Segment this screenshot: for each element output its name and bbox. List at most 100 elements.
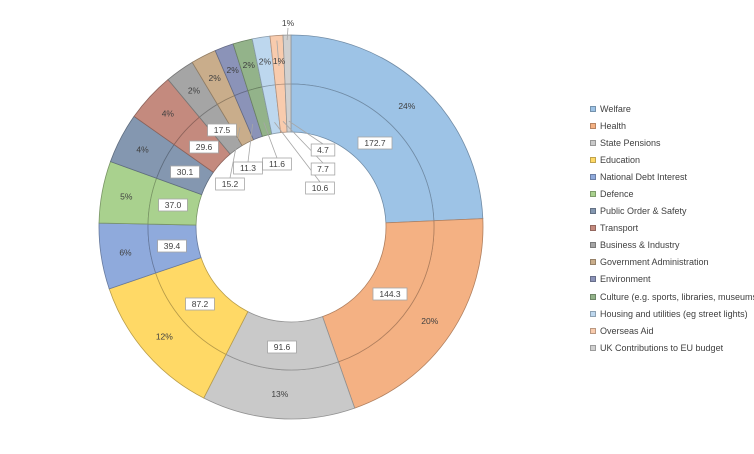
inner-label-8-box: [207, 123, 237, 137]
outer-label-1: 20%: [421, 316, 438, 326]
outer-label-8: 2%: [188, 85, 201, 95]
outer-label-13: 1%: [273, 56, 286, 66]
legend-swatch: [590, 173, 596, 180]
legend-item: Business & Industry: [590, 237, 754, 254]
legend-label: UK Contributions to EU budget: [600, 342, 724, 353]
outer-label-11: 2%: [243, 60, 256, 70]
inner-label-10: 11.3: [240, 163, 256, 173]
inner-slice-14: [284, 83, 292, 133]
legend-item: Health: [590, 117, 754, 134]
outer-label-5: 5%: [120, 191, 133, 201]
legend-swatch: [590, 139, 596, 146]
legend-swatch: [590, 122, 596, 129]
outer-label-14: 1%: [282, 18, 295, 28]
legend-item: Welfare: [590, 100, 754, 117]
legend-label: Education: [600, 154, 641, 165]
legend-swatch: [590, 344, 596, 351]
inner-label-9: 15.2: [222, 179, 239, 189]
legend-item: Government Administration: [590, 254, 754, 271]
outer-label-4: 6%: [119, 248, 132, 258]
outer-label-9: 2%: [209, 73, 222, 83]
legend-swatch: [590, 156, 596, 163]
legend-label: Transport: [600, 223, 639, 234]
inner-label-11-box: [262, 157, 292, 171]
inner-label-1: 144.3: [379, 289, 401, 299]
inner-label-3: 87.2: [192, 299, 209, 309]
inner-label-6-box: [170, 165, 200, 179]
legend-swatch: [590, 208, 596, 215]
outer-leader-14: [286, 27, 289, 41]
inner-label-0-box: [357, 136, 393, 150]
legend-item: Education: [590, 151, 754, 168]
legend-label: Business & Industry: [600, 240, 680, 251]
legend-label: State Pensions: [600, 137, 661, 148]
legend-item: State Pensions: [590, 134, 754, 151]
legend-label: Overseas Aid: [600, 325, 654, 336]
inner-label-11: 11.6: [269, 159, 285, 169]
outer-ring: [98, 34, 484, 420]
legend-label: Welfare: [600, 103, 631, 114]
inner-label-5: 37.0: [165, 200, 182, 210]
inner-ring: [147, 83, 435, 371]
legend-label: Government Administration: [600, 257, 709, 268]
legend-swatch: [590, 310, 596, 317]
outer-label-0: 24%: [398, 101, 415, 111]
inner-label-0: 172.7: [364, 138, 386, 148]
inner-label-2-box: [267, 340, 297, 354]
outer-leader-13: [276, 40, 280, 67]
inner-label-3-box: [185, 297, 215, 311]
inner-label-7-box: [189, 140, 219, 154]
inner-label-14-box: [310, 143, 336, 157]
inner-label-2: 91.6: [274, 342, 291, 352]
inner-label-12-box: [305, 181, 335, 195]
legend-swatch: [590, 225, 596, 232]
legend-item: Environment: [590, 271, 754, 288]
outer-label-2: 13%: [271, 389, 288, 399]
inner-label-4-box: [157, 239, 187, 253]
data-labels: 172.7 24% 144.3 20% 91.6 13% 87.2 12% 39.4 6% 37.0…: [119, 18, 438, 399]
inner-leader-11: [263, 122, 278, 159]
legend-item: National Debt Interest: [590, 168, 754, 185]
legend-item: Housing and utilities (eg street lights): [590, 305, 754, 322]
inner-label-6: 30.1: [177, 167, 194, 177]
legend-swatch: [590, 259, 596, 266]
legend-item: Overseas Aid: [590, 322, 754, 339]
inner-label-13-box: [310, 162, 336, 176]
legend-label: Health: [600, 120, 627, 131]
inner-leader-14: [288, 120, 324, 145]
legend-item: Transport: [590, 220, 754, 237]
inner-label-8: 17.5: [214, 125, 231, 135]
legend-item: Culture (e.g. sports, libraries, museums…: [590, 288, 754, 305]
legend-label: National Debt Interest: [600, 171, 688, 182]
inner-label-9-box: [215, 177, 245, 191]
inner-label-14: 4.7: [317, 145, 329, 155]
legend-label: Culture (e.g. sports, libraries, museums…: [600, 291, 754, 302]
outer-label-10: 2%: [226, 65, 239, 75]
inner-leader-9: [229, 127, 241, 179]
outer-label-12: 2%: [259, 57, 272, 67]
legend-item: UK Contributions to EU budget: [590, 339, 754, 356]
legend-swatch: [590, 105, 596, 112]
legend-label: Public Order & Safety: [600, 206, 687, 217]
inner-label-13: 7.7: [317, 164, 329, 174]
inner-label-12: 10.6: [312, 183, 329, 193]
inner-label-5-box: [158, 198, 188, 212]
legend-swatch: [590, 293, 596, 300]
outer-label-6: 4%: [136, 145, 149, 155]
legend-item: Defence: [590, 185, 754, 202]
legend-item: Public Order & Safety: [590, 203, 754, 220]
outer-label-3: 12%: [156, 332, 173, 342]
legend-swatch: [590, 242, 596, 249]
inner-label-4: 39.4: [164, 241, 181, 251]
inner-label-1-box: [372, 287, 408, 301]
legend-swatch: [590, 327, 596, 334]
legend-label: Defence: [600, 189, 634, 200]
legend-swatch: [590, 276, 596, 283]
inner-leader-10: [247, 123, 254, 163]
inner-label-7: 29.6: [196, 142, 213, 152]
legend: Welfare Health State Pensions Education Nati…: [590, 100, 754, 356]
legend-swatch: [590, 191, 596, 198]
outer-label-7: 4%: [162, 108, 175, 118]
legend-label: Environment: [600, 274, 651, 285]
